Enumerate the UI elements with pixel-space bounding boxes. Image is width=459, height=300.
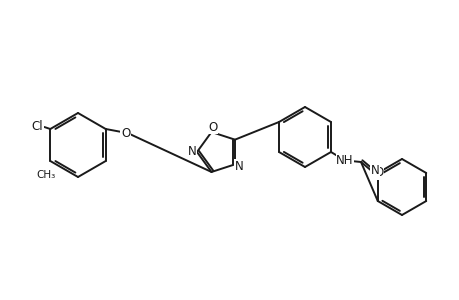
Text: O: O — [374, 167, 383, 179]
Text: N: N — [234, 160, 243, 173]
Text: CH₃: CH₃ — [37, 170, 56, 180]
Text: NH: NH — [336, 154, 353, 166]
Text: O: O — [121, 127, 130, 140]
Text: N: N — [369, 164, 378, 176]
Text: N: N — [187, 145, 196, 158]
Text: Cl: Cl — [31, 119, 43, 133]
Text: O: O — [207, 121, 217, 134]
